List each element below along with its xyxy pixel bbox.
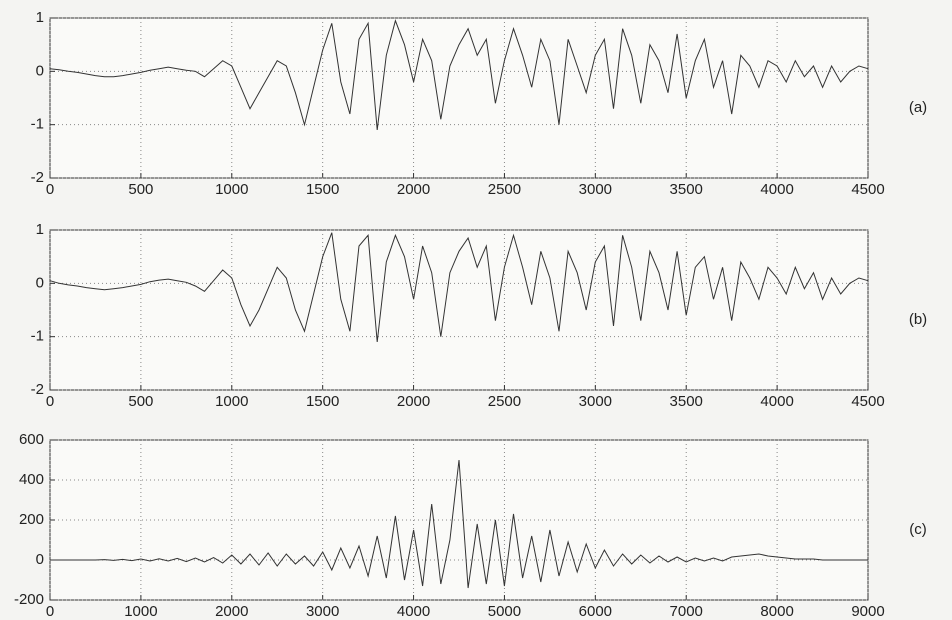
x-tick-label: 0 [46,393,54,410]
x-tick-label: 9000 [851,603,884,620]
x-tick-label: 2500 [488,181,521,198]
y-tick-label: 1 [36,9,44,26]
x-tick-label: 0 [46,603,54,620]
x-tick-label: 4500 [851,393,884,410]
x-tick-label: 3500 [670,181,703,198]
x-tick-label: 1000 [124,603,157,620]
panel-label: (b) [909,311,927,328]
x-tick-label: 3500 [670,393,703,410]
y-tick-label: -2 [31,381,44,398]
x-tick-label: 4000 [760,181,793,198]
x-tick-label: 5000 [488,603,521,620]
y-tick-label: 600 [19,431,44,448]
y-tick-label: 400 [19,471,44,488]
y-tick-label: 1 [36,221,44,238]
y-tick-label: 0 [36,551,44,568]
panel-label: (a) [909,99,927,116]
x-tick-label: 4000 [760,393,793,410]
x-tick-label: 1500 [306,181,339,198]
x-tick-label: 3000 [306,603,339,620]
x-tick-label: 3000 [579,181,612,198]
x-tick-label: 1000 [215,181,248,198]
y-tick-label: -1 [31,328,44,345]
x-tick-label: 2000 [397,181,430,198]
x-tick-label: 1000 [215,393,248,410]
y-tick-label: -200 [14,591,44,608]
x-tick-label: 3000 [579,393,612,410]
x-tick-label: 2000 [397,393,430,410]
panel-label: (c) [909,521,927,538]
y-tick-label: 0 [36,274,44,291]
plot-area [50,230,868,390]
x-tick-label: 500 [128,181,153,198]
x-tick-label: 7000 [670,603,703,620]
x-tick-label: 2500 [488,393,521,410]
x-tick-label: 1500 [306,393,339,410]
y-tick-label: -1 [31,116,44,133]
y-tick-label: 0 [36,62,44,79]
x-tick-label: 2000 [215,603,248,620]
x-tick-label: 6000 [579,603,612,620]
y-tick-label: -2 [31,169,44,186]
x-tick-label: 4000 [397,603,430,620]
x-tick-label: 8000 [760,603,793,620]
x-tick-label: 0 [46,181,54,198]
plot-area [50,18,868,178]
y-tick-label: 200 [19,511,44,528]
figure: 050010001500200025003000350040004500-2-1… [0,0,952,620]
x-tick-label: 500 [128,393,153,410]
x-tick-label: 4500 [851,181,884,198]
